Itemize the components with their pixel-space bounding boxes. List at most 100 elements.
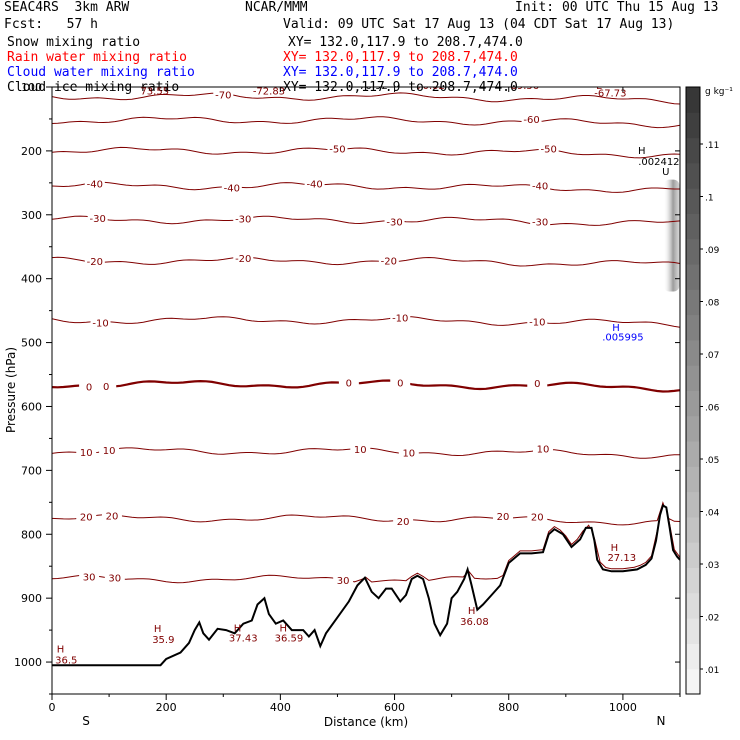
isotherm-label: 0 <box>534 379 540 390</box>
isotherm-label-bg <box>530 179 551 191</box>
colorbar-step <box>686 213 700 240</box>
colorbar-step <box>686 314 700 341</box>
cloud-ice-shading <box>663 179 680 292</box>
isotherm-label: 30 <box>108 574 121 585</box>
y-tick-label: 800 <box>21 528 42 541</box>
colorbar-frame <box>685 86 701 695</box>
isotherm-label-bg <box>390 376 411 388</box>
extremum-label: 27.13 <box>607 553 636 564</box>
extremum-label: H <box>611 543 619 554</box>
isotherm-label: 20 <box>531 513 544 524</box>
colorbar-tick-label: .05 <box>705 456 719 466</box>
isotherm-label: -40 <box>224 184 240 195</box>
colorbar-tick-label: .02 <box>705 614 719 624</box>
isotherm-label-bg <box>99 444 120 456</box>
y-tick-label: 300 <box>21 209 42 222</box>
colorbar-step <box>686 137 700 164</box>
isotherm-label: 0 <box>346 378 352 389</box>
colorbar-step <box>686 264 700 290</box>
extremum-label: U <box>662 167 669 178</box>
extremum-label: 36.08 <box>460 617 489 628</box>
x-tick-label: 200 <box>156 701 177 714</box>
colorbar-step <box>686 289 700 316</box>
extremum-label: -70.92 <box>356 81 388 92</box>
isotherm-label-bg <box>390 311 411 323</box>
valid-time: Valid: 09 UTC Sat 17 Aug 13 (04 CDT Sat … <box>283 17 675 32</box>
isotherm-label: 10 <box>537 445 550 456</box>
colorbar-tick-label: .04 <box>705 509 720 519</box>
colorbar-step <box>686 516 700 543</box>
colorbar-tick-label: .03 <box>705 561 719 571</box>
isotherm-label: 20 <box>106 512 119 523</box>
isotherm-label: 10 <box>80 448 93 459</box>
isotherm--70 <box>52 92 680 105</box>
y-tick-label: 600 <box>21 400 42 413</box>
extremum-label: H <box>612 323 620 334</box>
x-end-north: N <box>657 714 666 728</box>
x-tick-label: 400 <box>270 701 291 714</box>
x-axis-label: Distance (km) <box>324 715 408 729</box>
isotherm-label: -30 <box>90 214 106 225</box>
colorbar-tick-label: .09 <box>705 246 720 256</box>
x-end-south: S <box>82 714 90 728</box>
extremum-label: 73.55 <box>140 87 169 98</box>
isotherm-label-bg <box>304 177 325 189</box>
extremum-label: H <box>154 624 162 635</box>
colorbar-step <box>686 112 700 139</box>
colorbar-tick-label: .01 <box>705 666 719 676</box>
isotherm-label-bg <box>76 446 97 458</box>
isotherm-label-bg <box>84 177 105 189</box>
colorbar-step <box>686 643 700 670</box>
y-tick-label: 500 <box>21 337 42 350</box>
isotherm-label: -10 <box>392 314 408 325</box>
isotherm--60 <box>52 116 680 129</box>
isotherm-label-bg <box>104 571 125 583</box>
isotherm--20 <box>52 256 680 267</box>
isotherm-label-bg <box>233 212 254 224</box>
isotherm--10 <box>52 316 680 328</box>
isotherm-label-bg <box>493 509 514 521</box>
isotherm-label-bg <box>378 254 399 266</box>
isotherm-label: -30 <box>532 218 548 229</box>
extremum-label: H <box>468 606 476 617</box>
isotherm-label: 10 <box>103 446 116 457</box>
isotherm-0 <box>52 379 680 393</box>
field-label-rain: Rain water mixing ratio <box>7 50 188 65</box>
isotherm-label: -40 <box>532 181 548 192</box>
extremum-label: -70.02 <box>413 81 445 92</box>
terrain-fill <box>52 505 680 694</box>
isotherm-label-bg <box>327 142 348 154</box>
isotherm-label-bg <box>233 252 254 264</box>
colorbar-step <box>686 618 700 644</box>
isotherm-label-bg <box>96 379 117 391</box>
colorbar-step <box>686 365 700 391</box>
extremum-label: -72.83 <box>253 87 285 98</box>
isotherm-label: -30 <box>386 218 402 229</box>
x-tick-label: 600 <box>384 701 405 714</box>
field-label-snow: Snow mixing ratio <box>7 35 141 50</box>
colorbar-tick-label: .11 <box>705 141 719 151</box>
y-axis-label: Pressure (hPa) <box>4 347 18 433</box>
isotherm-label: 10 <box>402 448 415 459</box>
isotherm-label: -50 <box>329 144 345 155</box>
colorbar-step <box>686 188 700 214</box>
isotherm--50 <box>52 146 680 159</box>
field-xy-rain: XY= 132.0,117.9 to 208.7,474.0 <box>283 50 518 65</box>
extremum-label: 37.43 <box>229 634 258 645</box>
colorbar-step <box>686 668 700 695</box>
colorbar-step <box>686 390 700 417</box>
colorbar-step <box>686 491 700 518</box>
isotherm-label-bg <box>221 181 242 193</box>
x-tick-label: 1000 <box>609 701 637 714</box>
isotherm-label-bg <box>90 316 111 328</box>
isotherm-label-bg <box>527 315 548 327</box>
colorbar-tick-label: .06 <box>705 404 720 414</box>
isotherm-label-bg <box>393 514 414 526</box>
isotherm-label: 0 <box>397 378 403 389</box>
isotherm-label: 10 <box>354 445 367 456</box>
isotherm-label-bg <box>538 142 559 154</box>
plot-frame <box>51 86 681 695</box>
isotherm-label-bg <box>101 509 122 521</box>
field-label-cloud-water: Cloud water mixing ratio <box>7 65 195 80</box>
isotherm-label: -50 <box>541 145 557 156</box>
